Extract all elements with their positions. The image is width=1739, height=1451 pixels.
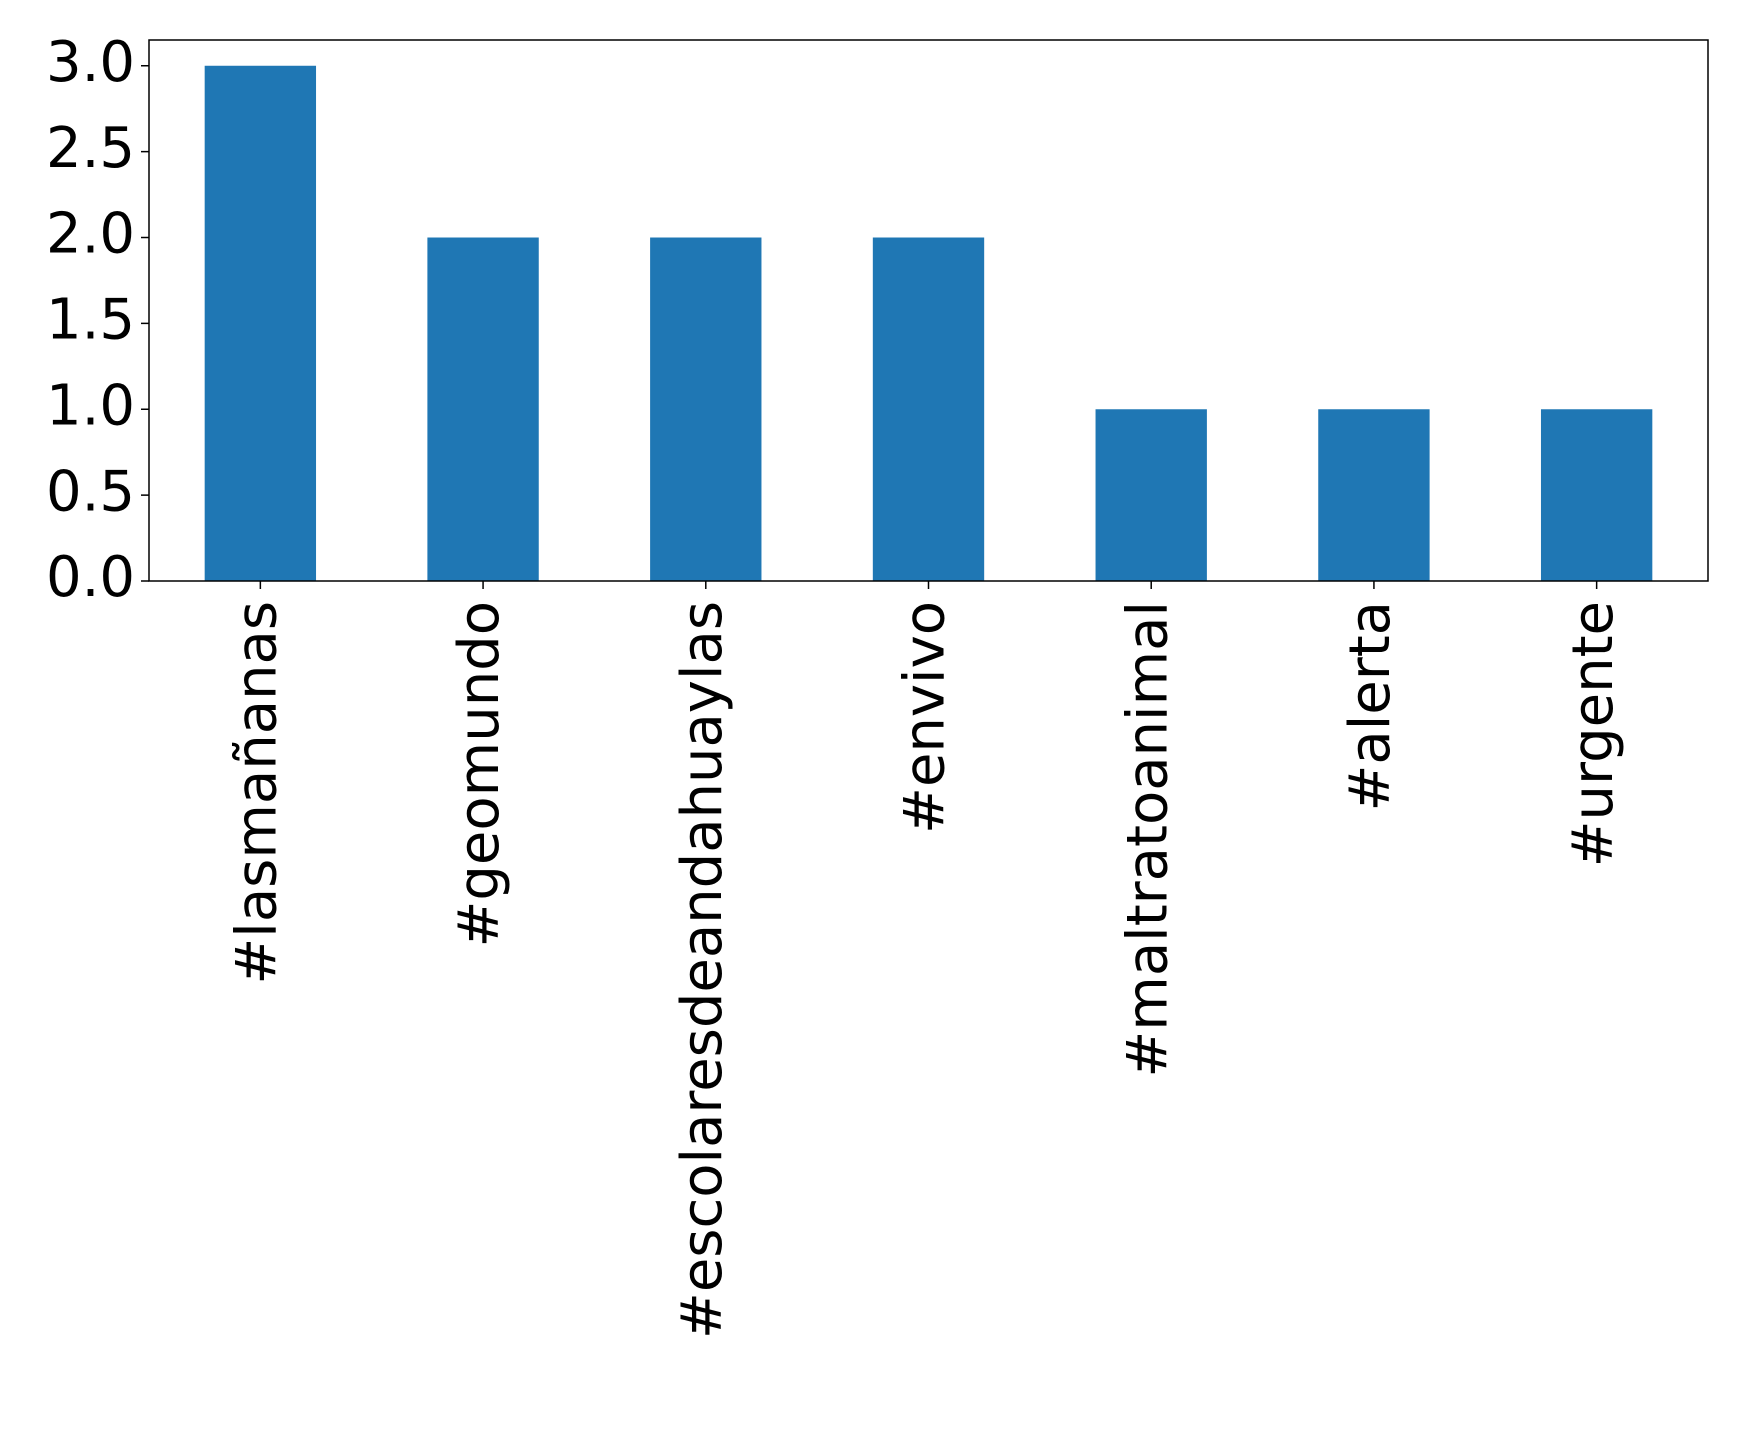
- plot-frame: [148, 39, 1709, 582]
- bar: [1318, 409, 1430, 581]
- y-tick-label: 3.0: [46, 30, 135, 95]
- x-tick-label: #lasmañanas: [224, 601, 289, 985]
- bar: [1095, 409, 1207, 581]
- bar: [872, 237, 985, 581]
- y-tick-label: 0.0: [46, 545, 135, 610]
- bar: [427, 237, 539, 581]
- x-tick-label: #urgente: [1561, 601, 1626, 867]
- y-tick-label: 2.0: [46, 202, 135, 267]
- y-tick-label: 2.5: [46, 116, 135, 181]
- y-tick-label: 1.0: [46, 373, 135, 438]
- bar: [204, 65, 317, 581]
- x-tick-label: #alerta: [1338, 601, 1403, 812]
- x-tick-label: #maltratoanimal: [1115, 601, 1180, 1078]
- bar: [650, 237, 762, 581]
- bar: [1540, 409, 1653, 581]
- y-tick-label: 0.5: [46, 459, 135, 524]
- y-tick-label: 1.5: [46, 288, 135, 353]
- x-tick-label: #geomundo: [447, 601, 512, 948]
- x-tick-label: #escolaresdeandahuaylas: [670, 601, 735, 1339]
- x-tick-label: #envivo: [893, 601, 958, 834]
